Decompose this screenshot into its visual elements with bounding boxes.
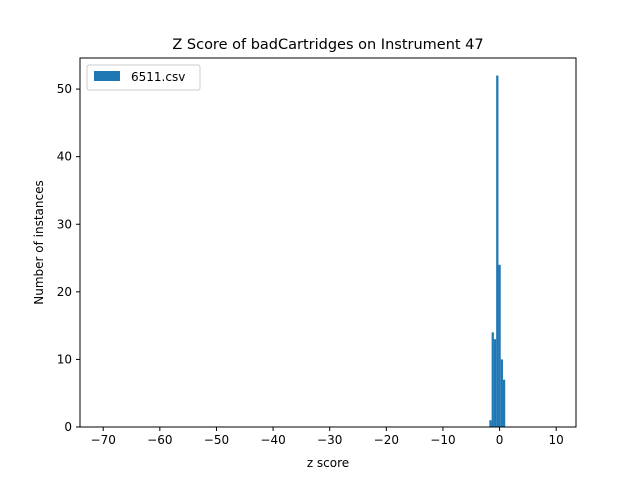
x-tick-label: −20 [374, 433, 399, 447]
histogram-bar [498, 264, 501, 427]
histogram-bar [496, 75, 499, 428]
x-tick-label: 0 [496, 433, 504, 447]
x-tick-label: −70 [91, 433, 116, 447]
chart-title: Z Score of badCartridges on Instrument 4… [172, 37, 483, 53]
y-tick-label: 40 [57, 150, 72, 164]
y-tick-label: 50 [57, 82, 72, 96]
plot-frame [79, 57, 577, 428]
y-tick-label: 30 [57, 217, 72, 231]
legend-swatch [94, 71, 120, 81]
x-tick-label: −40 [260, 433, 285, 447]
x-axis-label: z score [307, 456, 349, 470]
histogram-bar [500, 359, 503, 427]
legend: 6511.csv [86, 64, 201, 91]
x-axis-ticks: −70 −60 −50 −40 −30 −20 −10 0 10 [91, 427, 564, 447]
x-tick-label: −30 [317, 433, 342, 447]
y-axis-ticks: 0 10 20 30 40 50 [57, 82, 80, 434]
y-tick-label: 10 [57, 352, 72, 366]
x-tick-label: −50 [204, 433, 229, 447]
y-tick-label: 20 [57, 285, 72, 299]
histogram-bar [491, 332, 494, 427]
x-tick-label: −10 [430, 433, 455, 447]
histogram-bars [489, 75, 506, 428]
histogram-bar [493, 339, 497, 427]
x-tick-label: −60 [147, 433, 172, 447]
y-tick-label: 0 [64, 420, 72, 434]
histogram-bar [489, 420, 492, 427]
legend-label: 6511.csv [131, 70, 185, 84]
histogram-bar [502, 379, 506, 427]
y-axis-label: Number of instances [32, 180, 46, 305]
x-tick-label: 10 [549, 433, 564, 447]
